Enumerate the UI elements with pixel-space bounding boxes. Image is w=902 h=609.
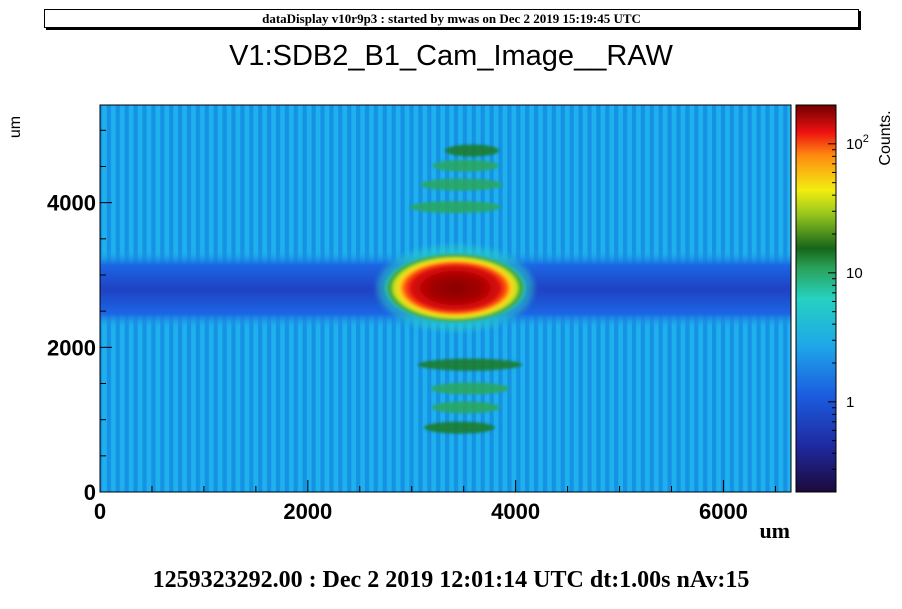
fringe-2 (432, 159, 500, 172)
fringe-1 (444, 144, 500, 157)
x-tick-label: 6000 (699, 499, 748, 524)
x-axis-title: um (759, 518, 790, 543)
x-axis: 0 2000 4000 6000 (94, 480, 776, 524)
fringe-5 (417, 358, 522, 371)
y-axis: 0 2000 4000 (47, 129, 112, 505)
fringe-8 (424, 421, 495, 434)
header-banner: dataDisplay v10r9p3 : started by mwas on… (44, 9, 859, 28)
x-tick-label: 4000 (491, 499, 540, 524)
y-tick-label: 4000 (47, 191, 96, 216)
central-spot (384, 253, 527, 323)
fringe-7 (431, 401, 501, 414)
fringe-6 (430, 382, 510, 395)
z-axis-title: Counts. (877, 110, 894, 165)
color-palette (796, 105, 836, 492)
palette-frame (795, 104, 837, 493)
z-tick-label: 1 (846, 394, 854, 411)
y-tick-label: 0 (84, 480, 96, 505)
x-tick-label: 2000 (283, 499, 332, 524)
heatmap-image (100, 105, 791, 492)
plot-frame (99, 104, 792, 493)
z-tick-label: 10 (846, 265, 863, 282)
fringe-4 (409, 200, 502, 213)
y-tick-label: 2000 (47, 335, 96, 360)
chart-title: V1:SDB2_B1_Cam_Image__RAW (229, 40, 673, 72)
footer-status: 1259323292.00 : Dec 2 2019 12:01:14 UTC … (152, 567, 750, 593)
fringe-3 (420, 178, 504, 191)
z-tick-label: 102 (846, 133, 869, 153)
fringe-group (409, 144, 522, 434)
palette-axis: 1 10 102 (828, 104, 869, 493)
x-tick-label: 0 (94, 499, 106, 524)
y-axis-title: um (7, 116, 24, 138)
